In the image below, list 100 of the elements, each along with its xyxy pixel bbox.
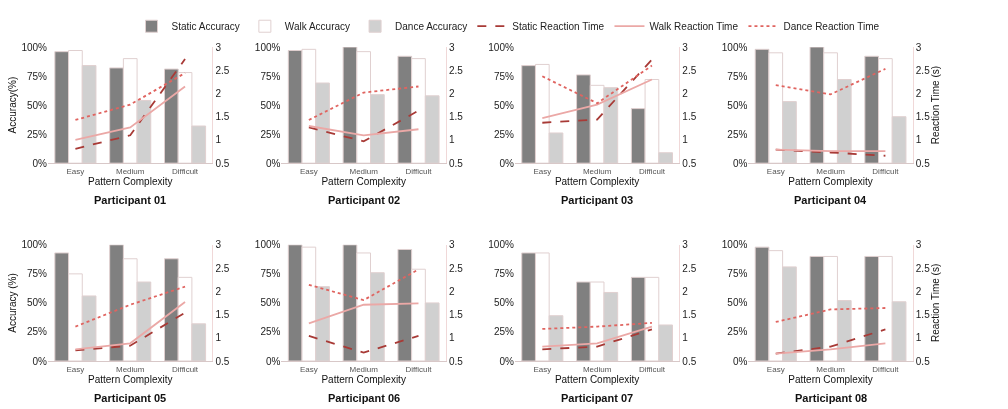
y2-tick-label: 1 [915, 134, 922, 146]
x-axis-title: Pattern Complexity [554, 175, 640, 187]
y2-tick-label: 2.5 [448, 64, 464, 76]
y2-tick-label: 2 [915, 87, 922, 99]
y-tick-label: 0% [32, 355, 48, 367]
legend-label: Walk Reaction Time [649, 21, 739, 33]
x-tick-label: Easy [766, 166, 785, 176]
y-tick-label: 100% [488, 41, 515, 53]
x-tick-label: Difficult [638, 166, 666, 176]
y2-tick-label: 3 [215, 239, 222, 251]
x-tick-label: Difficult [405, 166, 433, 176]
y2-tick-label: 2.5 [215, 262, 230, 274]
y-tick-label: 75% [26, 70, 48, 82]
y2-tick-label: 3 [448, 41, 455, 53]
y2-tick-label: 1 [448, 134, 455, 146]
y2-tick-label: 3 [915, 41, 922, 53]
y2-tick-label: 3 [448, 239, 455, 251]
y2-tick-label: 1 [215, 134, 222, 146]
y-tick-label: 100% [721, 239, 748, 251]
y2-tick-label: 3 [215, 41, 222, 53]
y-tick-label: 50% [727, 99, 748, 111]
y-tick-label: 0% [499, 355, 515, 367]
y-tick-label: 0% [266, 355, 281, 367]
y2-tick-label: 2.5 [915, 64, 931, 76]
x-tick-label: Medium [349, 364, 379, 374]
x-tick-label: Difficult [171, 166, 199, 176]
y-tick-label: 50% [260, 297, 281, 309]
text: Participant 03 [561, 194, 634, 206]
y2-axis-title: Reaction Time (s) [930, 263, 942, 343]
y2-tick-label: 2.5 [682, 64, 697, 76]
legend-label: Static Reaction Time [512, 21, 605, 33]
x-tick-label: Easy [533, 166, 552, 176]
y2-tick-label: 1 [915, 332, 922, 344]
legend-label: Dance Accuracy [395, 21, 468, 33]
y-tick-label: 50% [493, 297, 515, 309]
legend-label: Dance Reaction Time [783, 21, 880, 33]
y2-tick-label: 3 [915, 239, 922, 251]
y-tick-label: 75% [727, 268, 748, 280]
y2-tick-label: 1 [682, 134, 689, 146]
text: Participant 06 [328, 392, 401, 404]
x-tick-label: Difficult [171, 364, 199, 374]
legend-label: Walk Accuracy [284, 21, 351, 33]
x-axis-title: Pattern Complexity [554, 373, 640, 385]
x-axis-title: Pattern Complexity [87, 373, 173, 385]
text: Participant 04 [794, 194, 868, 206]
y-tick-label: 75% [26, 268, 48, 280]
y2-tick-label: 0.5 [682, 157, 697, 169]
y2-tick-label: 1 [448, 332, 455, 344]
x-tick-label: Easy [766, 364, 785, 374]
x-tick-label: Medium [582, 166, 612, 176]
x-axis-title: Pattern Complexity [788, 175, 873, 187]
x-tick-label: Easy [533, 364, 552, 374]
y-tick-label: 100% [21, 239, 48, 251]
y2-tick-label: 2.5 [448, 262, 464, 274]
y2-tick-label: 2 [682, 87, 689, 99]
y-axis-title: Accuracy(%) [7, 76, 19, 134]
y-tick-label: 75% [260, 268, 281, 280]
legend-label: Static Accuracy [171, 21, 240, 33]
y2-tick-label: 1 [682, 332, 689, 344]
y2-tick-label: 0.5 [215, 355, 230, 367]
y2-tick-label: 2 [215, 87, 222, 99]
y-tick-label: 100% [254, 41, 281, 53]
y2-tick-label: 2 [915, 285, 922, 297]
y-tick-label: 50% [260, 99, 281, 111]
x-tick-label: Medium [816, 166, 846, 176]
y-tick-label: 75% [493, 70, 515, 82]
y2-axis-title: Reaction Time (s) [930, 65, 942, 145]
y-tick-label: 25% [26, 128, 48, 140]
text: Participant 05 [94, 392, 167, 404]
y-tick-label: 100% [254, 239, 281, 251]
y2-tick-label: 0.5 [215, 157, 230, 169]
y-tick-label: 75% [727, 70, 748, 82]
text: Participant 07 [561, 392, 634, 404]
y-tick-label: 0% [32, 157, 48, 169]
x-tick-label: Medium [582, 364, 612, 374]
y2-tick-label: 1.5 [915, 111, 931, 123]
y2-tick-label: 0.5 [448, 157, 464, 169]
x-tick-label: Medium [116, 166, 145, 176]
y2-tick-label: 3 [682, 41, 689, 53]
x-axis-title: Pattern Complexity [788, 373, 873, 385]
text: Participant 02 [328, 194, 401, 206]
y2-tick-label: 1.5 [682, 111, 697, 123]
y2-tick-label: 1.5 [915, 309, 931, 321]
y2-tick-label: 0.5 [915, 355, 931, 367]
x-tick-label: Difficult [872, 166, 900, 176]
y-tick-label: 75% [493, 268, 515, 280]
y2-tick-label: 0.5 [915, 157, 931, 169]
y-tick-label: 25% [727, 326, 748, 338]
y2-tick-label: 2.5 [682, 262, 697, 274]
y-tick-label: 50% [26, 99, 48, 111]
y2-tick-label: 1.5 [682, 309, 697, 321]
y-tick-label: 0% [732, 157, 748, 169]
text: Participant 01 [94, 194, 167, 206]
x-tick-label: Easy [299, 166, 318, 176]
y2-tick-label: 3 [682, 239, 689, 251]
x-tick-label: Medium [116, 364, 145, 374]
y-tick-label: 75% [260, 70, 281, 82]
y2-tick-label: 1.5 [215, 111, 230, 123]
y2-tick-label: 1.5 [215, 309, 230, 321]
y-tick-label: 25% [260, 326, 281, 338]
